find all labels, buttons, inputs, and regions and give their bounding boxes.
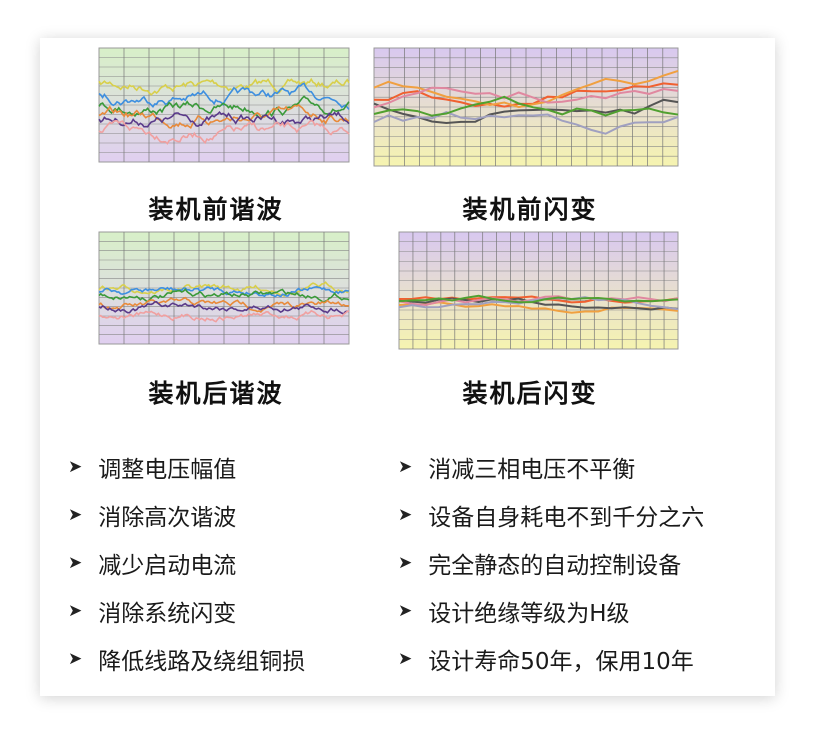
series-line	[98, 285, 350, 298]
harmonic-before-chart	[85, 44, 353, 176]
arrow-right-icon: ➤	[68, 505, 83, 525]
series-line	[98, 288, 350, 304]
arrow-right-icon: ➤	[68, 601, 83, 621]
series-line	[398, 295, 679, 306]
bullet-item: ➤ 消减三相电压不平衡	[398, 450, 635, 484]
series-line	[98, 119, 350, 145]
harmonic-after-chart	[85, 228, 353, 358]
bullet-item: ➤ 降低线路及绕组铜损	[68, 642, 305, 676]
bullet-text: 设备自身耗电不到千分之六	[428, 505, 705, 531]
series-line	[373, 111, 679, 135]
series-line	[98, 103, 350, 129]
bullet-text: 设计寿命50年，保用10年	[428, 649, 694, 675]
series-line	[98, 77, 350, 96]
bullet-item: ➤ 设备自身耗电不到千分之六	[398, 498, 704, 532]
arrow-right-icon: ➤	[68, 649, 83, 669]
arrow-right-icon: ➤	[68, 457, 83, 477]
caption-flicker-after: 装机后闪变	[462, 379, 598, 408]
bullet-item: ➤ 设计绝缘等级为H级	[398, 594, 630, 628]
bullet-text: 调整电压幅值	[98, 457, 237, 483]
series-line	[98, 110, 350, 128]
series-line	[98, 301, 350, 315]
bullet-text: 消除系统闪变	[98, 601, 237, 627]
bullet-item: ➤ 减少启动电流	[68, 546, 236, 580]
bullet-text: 消减三相电压不平衡	[428, 457, 636, 483]
series-line	[98, 281, 350, 298]
series-line	[373, 95, 679, 117]
bullet-text: 设计绝缘等级为H级	[428, 601, 630, 627]
bullet-item: ➤ 消除系统闪变	[68, 594, 236, 628]
bullet-item: ➤ 消除高次谐波	[68, 498, 236, 532]
bullet-item: ➤ 调整电压幅值	[68, 450, 236, 484]
bullet-text: 减少启动电流	[98, 553, 237, 579]
bullet-text: 降低线路及绕组铜损	[98, 649, 306, 675]
series-line	[98, 309, 350, 323]
arrow-right-icon: ➤	[398, 505, 413, 525]
caption-flicker-before: 装机前闪变	[462, 195, 598, 224]
arrow-right-icon: ➤	[68, 553, 83, 573]
arrow-right-icon: ➤	[398, 601, 413, 621]
series-line	[373, 82, 679, 108]
bullet-text: 完全静态的自动控制设备	[428, 553, 682, 579]
flicker-before-chart	[360, 44, 682, 180]
series-line	[398, 294, 679, 304]
series-line	[98, 95, 350, 121]
series-line	[373, 86, 679, 109]
flicker-after-chart	[385, 228, 682, 363]
caption-harmonic-after: 装机后谐波	[148, 379, 284, 408]
series-line	[98, 296, 350, 314]
series-line	[98, 82, 350, 110]
slide-card: 装机前谐波 装机前闪变 装机后谐波 装机后闪变 ➤ 调整电压幅值 ➤ 消除高次谐波 ➤ 减…	[40, 38, 775, 696]
caption-harmonic-before: 装机前谐波	[148, 195, 284, 224]
series-line	[373, 98, 679, 124]
arrow-right-icon: ➤	[398, 457, 413, 477]
arrow-right-icon: ➤	[398, 649, 413, 669]
bullet-text: 消除高次谐波	[98, 505, 237, 531]
bullet-item: ➤ 设计寿命50年，保用10年	[398, 642, 694, 676]
arrow-right-icon: ➤	[398, 553, 413, 573]
bullet-item: ➤ 完全静态的自动控制设备	[398, 546, 681, 580]
